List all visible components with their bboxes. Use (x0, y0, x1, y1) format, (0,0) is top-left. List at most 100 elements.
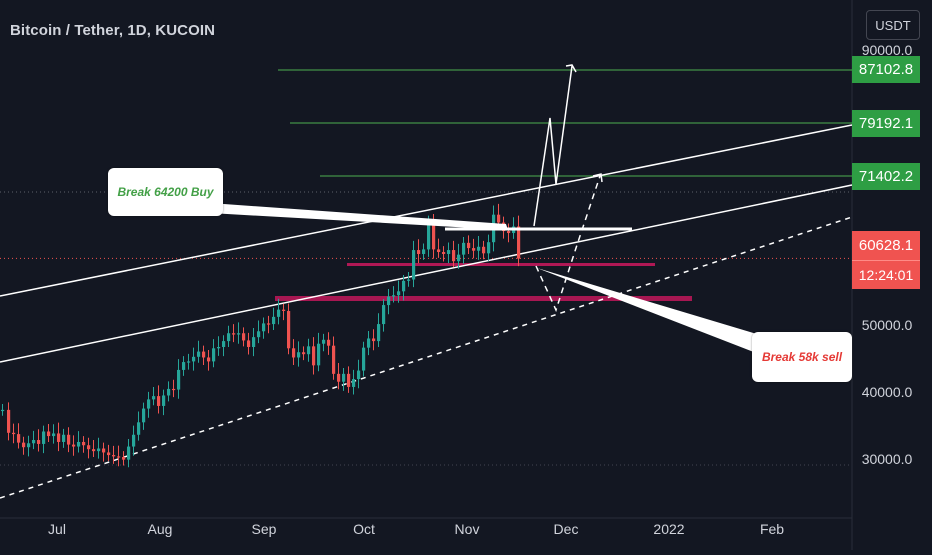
candle-body (202, 351, 206, 358)
candle-body (272, 316, 276, 325)
candle-body (47, 431, 51, 437)
candle-body (17, 434, 21, 443)
bar-countdown: 12:24:01 (852, 260, 920, 289)
candle-body (427, 223, 431, 250)
candle-body (347, 373, 351, 387)
candle-body (132, 434, 136, 447)
candle-body (342, 373, 346, 382)
candle-body (167, 388, 171, 396)
candle-body (327, 339, 331, 346)
candle-body (462, 242, 466, 255)
channel-upper-line (0, 124, 853, 297)
sell-annotation[interactable]: Break 58k sell (752, 332, 852, 382)
candle-body (497, 214, 501, 223)
candle-body (1, 409, 5, 412)
candle-body (37, 440, 41, 444)
bullish-projection-path (533, 65, 573, 227)
candle-body (517, 226, 521, 259)
candle-body (417, 250, 421, 254)
time-tick-label: Aug (148, 521, 173, 537)
candle-body (122, 457, 126, 460)
channel-lower-line (0, 184, 853, 363)
candle-body (447, 250, 451, 254)
candle-body (107, 452, 111, 456)
candle-body (97, 448, 101, 452)
candle-body (362, 347, 366, 371)
candle-body (147, 399, 151, 409)
candle-body (302, 352, 306, 355)
candle-body (117, 456, 121, 458)
candle-body (282, 309, 286, 311)
candle-body (287, 310, 291, 349)
candle-body (257, 331, 261, 338)
candle-body (467, 242, 471, 249)
candle-body (372, 338, 376, 342)
candle-body (197, 351, 201, 357)
candle-body (192, 356, 196, 362)
candle-body (82, 441, 86, 446)
price-tick-label: 90000.0 (862, 42, 913, 58)
candle-body (307, 346, 311, 355)
chart-title: Bitcoin / Tether, 1D, KUCOIN (10, 22, 216, 39)
currency-selector[interactable]: USDT (866, 10, 920, 40)
candle-body (32, 440, 36, 444)
support-zone-58k (275, 296, 692, 301)
candle-body (437, 249, 441, 253)
candle-body (297, 352, 301, 358)
candle-body (487, 242, 491, 254)
candle-body (267, 323, 271, 325)
target-price-label-1: 87102.8 (852, 56, 920, 83)
candle-body (127, 446, 131, 460)
candle-body (337, 373, 341, 382)
candle-body (182, 362, 186, 370)
candle-body (377, 324, 381, 342)
time-tick-label: Dec (554, 521, 579, 537)
candle-body (102, 448, 106, 453)
candle-body (312, 346, 316, 366)
candle-body (232, 333, 236, 335)
candle-body (247, 340, 251, 347)
bullish-projection-arrowhead (565, 64, 577, 73)
candle-body (252, 337, 256, 347)
candle-body (382, 305, 386, 325)
candle-body (277, 309, 281, 317)
candle-body (187, 361, 191, 363)
candle-body (387, 296, 391, 306)
candle-body (422, 249, 426, 254)
candle-body (22, 442, 26, 448)
dashed-projection-arrowhead (592, 173, 603, 183)
candle-body (172, 388, 176, 391)
candle-body (62, 434, 66, 442)
candle-body (72, 444, 76, 447)
candle-body (27, 443, 31, 448)
candle-body (142, 408, 146, 423)
candle-body (392, 295, 396, 297)
candle-body (212, 348, 216, 362)
candle-body (412, 250, 416, 280)
candle-body (222, 341, 226, 347)
candle-body (317, 343, 321, 366)
candle-body (112, 455, 116, 457)
candle-body (157, 396, 161, 406)
price-tick-label: 30000.0 (862, 451, 913, 467)
buy-annotation[interactable]: Break 64200 Buy (108, 168, 223, 216)
candle-body (472, 248, 476, 251)
price-tick-label: 50000.0 (862, 317, 913, 333)
candle-body (452, 250, 456, 262)
candle-body (52, 433, 56, 437)
candle-body (137, 422, 141, 435)
candle-body (292, 348, 296, 358)
candle-body (57, 433, 61, 442)
candle-body (217, 346, 221, 349)
time-tick-label: 2022 (653, 521, 684, 537)
candle-body (42, 431, 46, 444)
candle-body (67, 434, 71, 445)
candle-body (237, 333, 241, 335)
candle-body (367, 338, 371, 348)
candle-body (407, 279, 411, 281)
candle-body (262, 323, 266, 332)
candle-body (177, 369, 181, 390)
candle-body (357, 370, 361, 380)
